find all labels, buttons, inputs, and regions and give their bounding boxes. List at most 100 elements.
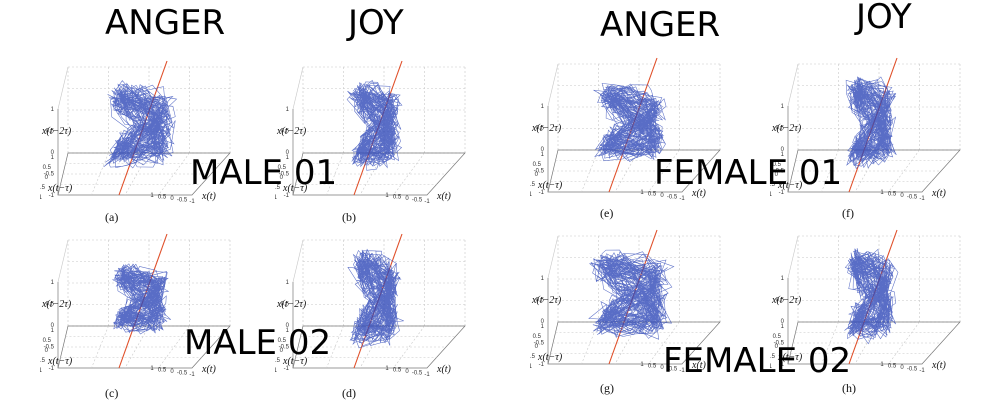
- header-anger-right: ANGER: [600, 5, 721, 45]
- y-tick-label: -0.5: [770, 182, 776, 188]
- x-tick-label: 1: [150, 366, 154, 372]
- x-tick-label: -0.5: [412, 198, 423, 204]
- x-axis-label: x(t): [691, 360, 707, 371]
- y-tick-label: 0: [45, 175, 49, 181]
- z-axis-label: x(t−2τ): [531, 123, 562, 134]
- z-tick-label: 0.5: [536, 298, 545, 304]
- y-tick-label: -0.5: [275, 185, 281, 191]
- y-tick-label: -0.5: [530, 354, 536, 360]
- z-tick-label: 0: [781, 147, 785, 153]
- y-tick-label: 0.5: [278, 165, 287, 171]
- label-male01: MALE 01: [190, 153, 338, 193]
- y-tick-label: -1: [275, 195, 278, 201]
- z-tick-label: 0.5: [536, 126, 545, 132]
- z-tick-label: 0.5: [281, 129, 290, 135]
- x-tick-label: 0: [170, 369, 174, 375]
- y-tick-label: -0.5: [40, 358, 46, 364]
- y-axis-label: x(t−τ): [47, 356, 73, 367]
- y-tick-label: -1: [275, 368, 278, 374]
- x-tick-label: 1: [385, 366, 389, 372]
- z-tick-label: 1: [51, 107, 55, 113]
- z-tick-label: 0: [286, 150, 290, 156]
- x-tick-label: 0: [660, 365, 664, 371]
- y-tick-label: 0.5: [533, 334, 542, 340]
- trajectory-series: [588, 249, 675, 340]
- x-tick-label: 0: [660, 193, 664, 199]
- phase-plot-f: 10.50-0.5-11-10.5-0.500-0.50.5-11x(t−2τ)…: [770, 57, 961, 202]
- y-tick-label: -1: [530, 192, 533, 198]
- trajectory-series: [844, 248, 899, 345]
- x-tick-label: 0: [170, 196, 174, 202]
- z-tick-label: -1: [49, 366, 55, 372]
- z-tick-label: 0.5: [776, 126, 785, 132]
- y-tick-label: -1: [40, 195, 43, 201]
- y-axis-label: x(t−τ): [282, 183, 308, 194]
- phase-plot-e: 10.50-0.5-11-10.5-0.500-0.50.5-11x(t−2τ)…: [530, 57, 721, 202]
- x-axis-label: x(t): [436, 364, 452, 375]
- trajectory-series: [111, 263, 171, 335]
- z-tick-label: 0.5: [46, 129, 55, 135]
- z-axis-label: x(t−2τ): [771, 295, 802, 306]
- phase-plot-b: 10.50-0.5-11-10.5-0.500-0.50.5-11x(t−2τ)…: [275, 60, 466, 205]
- x-tick-label: 0: [900, 365, 904, 371]
- z-tick-label: 1: [286, 107, 290, 113]
- subtitle-h: (h): [842, 381, 856, 395]
- x-tick-label: -0.5: [667, 367, 678, 373]
- x-tick-label: 1: [640, 190, 644, 196]
- z-tick-label: -1: [779, 362, 785, 368]
- z-tick-label: -1: [284, 366, 290, 372]
- y-tick-label: 1: [51, 328, 55, 334]
- x-tick-label: 0.5: [158, 195, 167, 201]
- trajectory-series: [103, 80, 178, 169]
- z-tick-label: 1: [541, 104, 545, 110]
- y-tick-label: -0.5: [530, 182, 536, 188]
- phase-plot-d: 10.50-0.5-11-10.5-0.500-0.50.5-11x(t−2τ)…: [275, 233, 466, 378]
- subtitle-f: (f): [842, 206, 854, 220]
- x-tick-label: -0.5: [907, 195, 918, 201]
- header-anger-left: ANGER: [105, 3, 226, 43]
- label-male02: MALE 02: [184, 323, 332, 363]
- x-tick-label: 0.5: [393, 368, 402, 374]
- y-tick-label: 1: [286, 328, 290, 334]
- z-tick-label: -1: [779, 190, 785, 196]
- x-tick-label: 0.5: [393, 195, 402, 201]
- y-tick-label: 0.5: [43, 338, 52, 344]
- subtitle-b: (b): [342, 210, 356, 224]
- z-tick-label: -1: [49, 193, 55, 199]
- z-axis-label: x(t−2τ): [41, 299, 72, 310]
- label-female01: FEMALE 01: [654, 153, 843, 193]
- x-tick-label: -1: [679, 368, 685, 374]
- x-tick-label: -0.5: [177, 371, 188, 377]
- y-tick-label: 0.5: [773, 162, 782, 168]
- y-tick-label: 1: [781, 324, 785, 330]
- y-tick-label: 0: [280, 175, 284, 181]
- z-tick-label: 0.5: [776, 298, 785, 304]
- y-tick-label: 0: [775, 172, 779, 178]
- z-tick-label: 0: [541, 319, 545, 325]
- x-tick-label: -1: [919, 368, 925, 374]
- y-tick-label: 1: [541, 324, 545, 330]
- y-tick-label: 1: [781, 152, 785, 158]
- y-tick-label: -0.5: [275, 358, 281, 364]
- y-axis-label: x(t−τ): [537, 352, 563, 363]
- z-tick-label: 0: [51, 323, 55, 329]
- x-tick-label: 1: [385, 193, 389, 199]
- trajectory-series: [347, 248, 404, 349]
- phase-plot-g: 10.50-0.5-11-10.5-0.500-0.50.5-11x(t−2τ)…: [530, 229, 721, 374]
- y-tick-label: -1: [530, 364, 533, 370]
- phase-plot-c: 10.50-0.5-11-10.5-0.500-0.50.5-11x(t−2τ)…: [40, 233, 231, 378]
- x-tick-label: 0: [900, 193, 904, 199]
- subtitle-a: (a): [105, 210, 119, 224]
- x-tick-label: 0.5: [648, 192, 657, 198]
- x-axis-label: x(t): [691, 188, 707, 199]
- x-tick-label: 0.5: [648, 364, 657, 370]
- z-tick-label: 0: [781, 319, 785, 325]
- z-tick-label: 0: [541, 147, 545, 153]
- z-tick-label: -0.5: [534, 169, 545, 175]
- y-tick-label: -1: [770, 192, 773, 198]
- z-tick-label: 0.5: [46, 302, 55, 308]
- z-tick-label: 1: [541, 276, 545, 282]
- y-tick-label: 0.5: [43, 165, 52, 171]
- x-tick-label: 1: [640, 362, 644, 368]
- y-tick-label: 1: [541, 152, 545, 158]
